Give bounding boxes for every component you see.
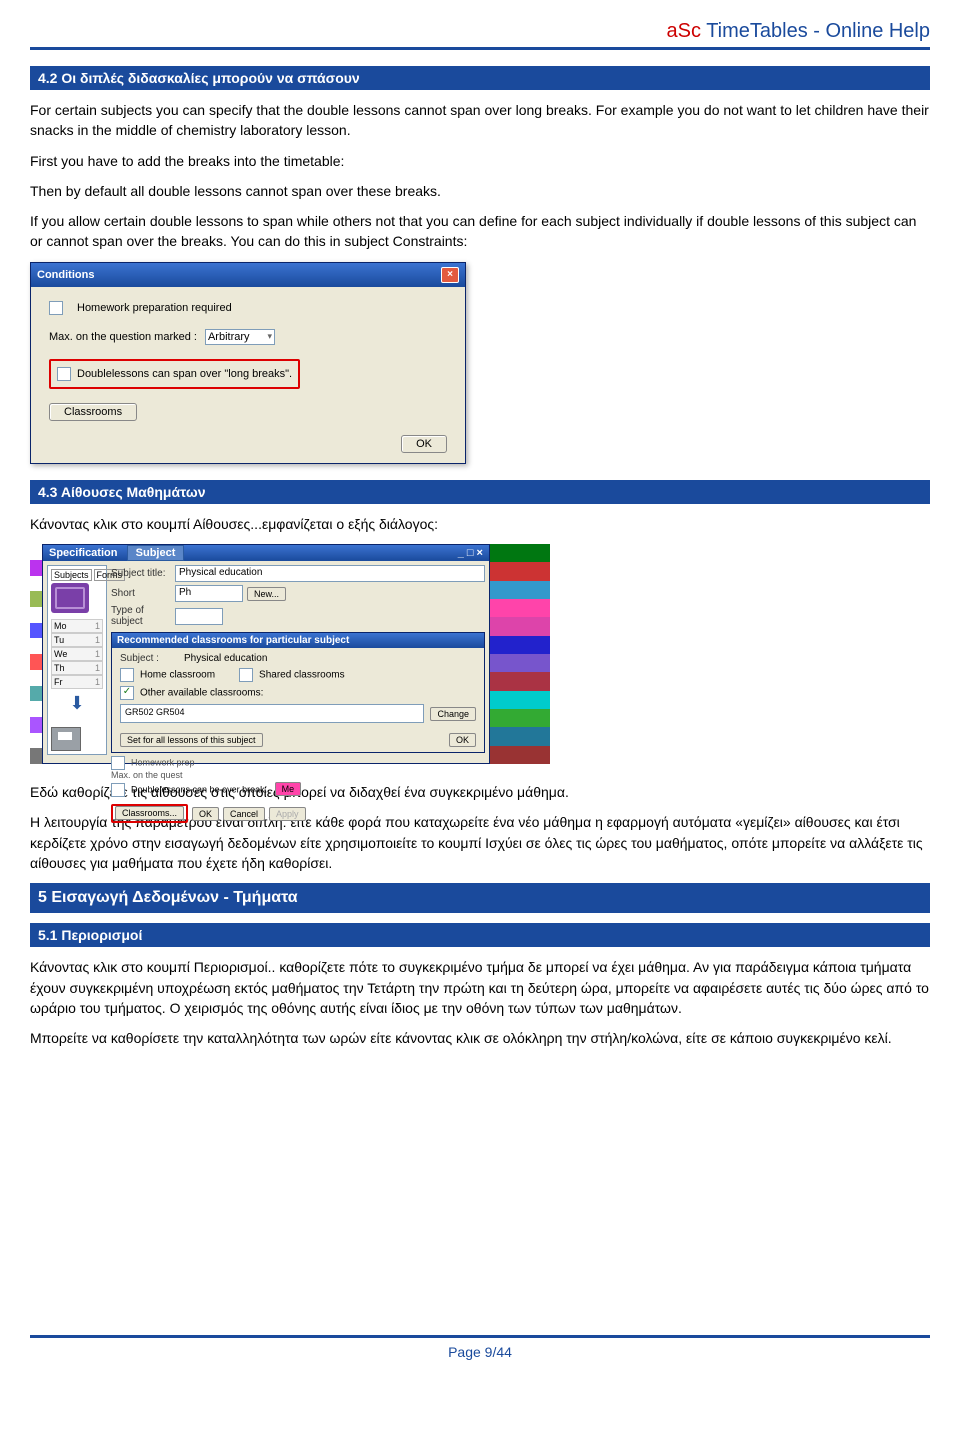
doublelessons-label: Doublelessons can span over "long breaks… (77, 368, 292, 380)
dialog-title: Conditions (37, 269, 94, 281)
hw-checkbox[interactable] (111, 756, 125, 770)
classrooms-button-2[interactable]: Classrooms... (115, 806, 184, 820)
inner-ok-button[interactable]: OK (449, 733, 476, 747)
hw-label: Homework prep (131, 757, 195, 767)
dialog-titlebar: Conditions × (31, 263, 465, 287)
asc-logo-text: aSc (667, 20, 701, 42)
arbitrary-value: Arbitrary (208, 331, 250, 343)
room-list[interactable]: GR502 GR504 (120, 704, 424, 723)
header-rule (30, 47, 930, 50)
spec-title: Specification (49, 547, 117, 559)
body-text: Κάνοντας κλικ στο κουμπί Αίθουσες...εμφα… (30, 514, 930, 534)
page-number: Page 9/44 (30, 1344, 930, 1360)
day-cell: Fr1 (51, 675, 103, 689)
conditions-dialog: Conditions × Homework preparation requir… (30, 262, 466, 464)
max-question-label: Max. on the question marked : (49, 331, 197, 343)
home-checkbox[interactable] (120, 668, 134, 682)
recommended-classrooms-dialog: Recommended classrooms for particular su… (111, 632, 485, 753)
shared-checkbox[interactable] (239, 668, 253, 682)
type-input[interactable] (175, 608, 223, 625)
right-color-strip (490, 544, 550, 764)
me-button[interactable]: Me (275, 782, 302, 796)
book-icon (51, 583, 89, 613)
spec-ok-button[interactable]: OK (192, 807, 219, 821)
body-text: Κάνοντας κλικ στο κουμπί Περιορισμοί.. κ… (30, 957, 930, 1018)
subject-title-input[interactable]: Physical education (175, 565, 485, 582)
max-question-row: Max. on the question marked : Arbitrary (49, 329, 447, 345)
timetables-title: TimeTables - Online Help (701, 20, 930, 42)
dbl-checkbox[interactable] (111, 783, 125, 797)
change-button[interactable]: Change (430, 707, 476, 721)
subject-title-label: Subject title: (111, 568, 171, 579)
footer-rule (30, 1335, 930, 1338)
right-panel: Subject title: Physical education Short … (111, 565, 485, 755)
doublelessons-row: Doublelessons can span over "long breaks… (49, 359, 447, 389)
rec-title: Recommended classrooms for particular su… (112, 633, 484, 648)
titlebar-buttons: _ □ × (458, 547, 483, 559)
subjects-tab[interactable]: Subjects (51, 569, 92, 581)
specification-dialog: Specification Subject _ □ × Subjects For… (42, 544, 490, 764)
body-text: Μπορείτε να καθορίσετε την καταλληλότητα… (30, 1028, 930, 1048)
dbl-label: Doublelessons can be over break. (131, 784, 267, 794)
day-cell: Tu1 (51, 633, 103, 647)
section-5-heading: 5 Εισαγωγή Δεδομένων - Τμήματα (30, 883, 930, 913)
rec-subject-value: Physical education (184, 653, 267, 664)
day-cell: Mo1 (51, 619, 103, 633)
arbitrary-select[interactable]: Arbitrary (205, 329, 275, 345)
section-4-3-heading: 4.3 Αίθουσες Μαθημάτων (30, 480, 930, 504)
disk-icon (51, 727, 81, 751)
short-input[interactable]: Ph (175, 585, 243, 602)
day-cell: We1 (51, 647, 103, 661)
homework-checkbox[interactable] (49, 301, 63, 315)
type-label: Type of subject (111, 605, 171, 627)
doublelessons-checkbox[interactable] (57, 367, 71, 381)
body-text: Then by default all double lessons canno… (30, 181, 930, 201)
maxq-label: Max. on the quest (111, 770, 183, 780)
classrooms-button[interactable]: Classrooms (49, 403, 137, 421)
subject-tab[interactable]: Subject (127, 545, 185, 561)
body-text: For certain subjects you can specify tha… (30, 100, 930, 141)
doc-header: aSc TimeTables - Online Help (30, 20, 930, 43)
homework-label: Homework preparation required (77, 302, 232, 314)
body-text: If you allow certain double lessons to s… (30, 211, 930, 252)
set-all-button[interactable]: Set for all lessons of this subject (120, 733, 263, 747)
day-cell: Th1 (51, 661, 103, 675)
home-label: Home classroom (140, 670, 215, 681)
new-button[interactable]: New... (247, 587, 286, 601)
homework-row: Homework preparation required (49, 301, 447, 315)
rec-subject-label: Subject : (120, 653, 180, 664)
other-label: Other available classrooms: (140, 688, 263, 699)
spec-cancel-button[interactable]: Cancel (223, 807, 265, 821)
short-label: Short (111, 588, 171, 599)
spec-apply-button[interactable]: Apply (269, 807, 306, 821)
section-5-1-heading: 5.1 Περιορισμοί (30, 923, 930, 947)
spec-titlebar: Specification Subject _ □ × (43, 545, 489, 561)
specification-screenshot: Specification Subject _ □ × Subjects For… (30, 544, 550, 764)
section-4-2-heading: 4.2 Οι διπλές διδασκαλίες μπορούν να σπά… (30, 66, 930, 90)
left-color-strip (30, 544, 42, 764)
ok-button[interactable]: OK (401, 435, 447, 453)
left-panel: Subjects Forms Mo1Tu1We1Th1Fr1 ⬇ (47, 565, 107, 755)
shared-label: Shared classrooms (259, 670, 345, 681)
body-text: First you have to add the breaks into th… (30, 151, 930, 171)
other-checkbox[interactable] (120, 686, 134, 700)
arrow-down-icon: ⬇ (51, 693, 103, 714)
close-icon[interactable]: × (441, 267, 459, 283)
